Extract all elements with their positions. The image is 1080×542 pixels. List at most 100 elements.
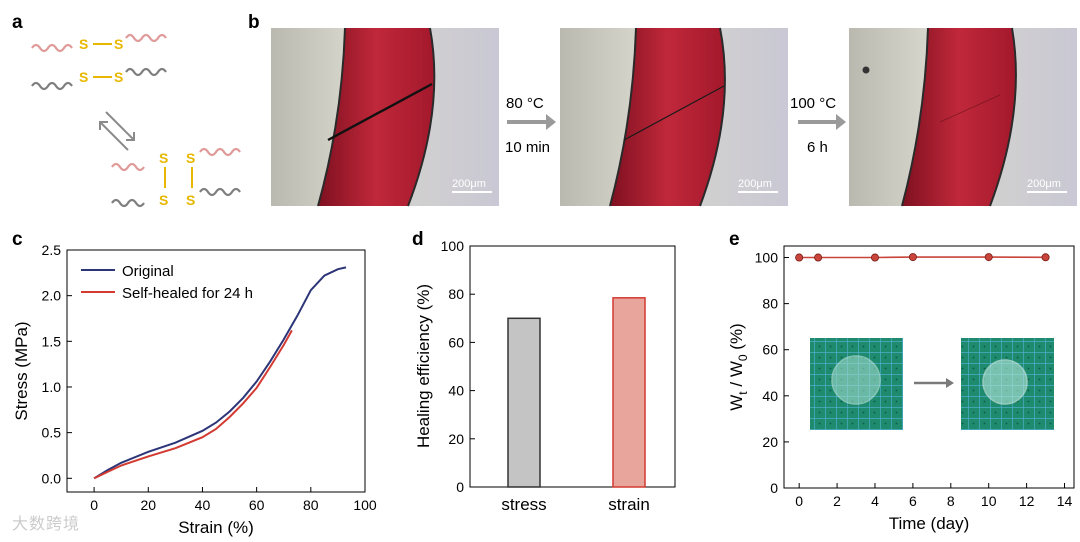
y-tick-label: 80 <box>762 296 778 312</box>
scale-bar-label: 200μm <box>1027 178 1061 190</box>
condition-1-temp: 80 °C <box>506 95 544 112</box>
y-tick-label: 20 <box>448 431 464 447</box>
polymer-chain <box>111 162 145 172</box>
polymer-chain <box>199 147 241 157</box>
sulfur-atom: S <box>159 150 168 166</box>
data-point <box>984 253 993 262</box>
sample-photos <box>810 338 1054 430</box>
sulfur-atom: S <box>159 192 168 208</box>
data-point <box>870 253 879 262</box>
sulfur-atom: S <box>114 36 123 52</box>
sulfur-atom: S <box>186 150 195 166</box>
y-tick-label: 2.0 <box>42 288 62 304</box>
panel-b-label: b <box>248 12 260 33</box>
x-tick-label: 4 <box>871 493 879 509</box>
legend-original: Original <box>122 263 174 280</box>
film-sample <box>982 359 1028 405</box>
y-tick-label: 60 <box>762 342 778 358</box>
crack-line <box>623 85 725 141</box>
x-tick-label: 10 <box>981 493 997 509</box>
bar-strain <box>612 297 646 488</box>
panel-d-ylabel: Healing efficiency (%) <box>414 284 433 448</box>
bar-label-strain: strain <box>608 495 650 514</box>
panel-e-frame <box>783 245 1075 489</box>
sulfur-atom: S <box>186 192 195 208</box>
x-tick-label: 12 <box>1019 493 1035 509</box>
x-tick-label: 100 <box>353 497 377 513</box>
scale-bar-label: 200μm <box>452 178 486 190</box>
equilibrium-arrows <box>99 111 135 151</box>
series-line-original <box>93 266 347 480</box>
x-tick-label: 14 <box>1057 493 1073 509</box>
micrograph-after-100c: 200μm <box>849 27 1077 207</box>
panel-d-frame <box>469 245 676 488</box>
micrograph-after-80c: 200μm <box>560 27 788 207</box>
data-point <box>1041 253 1050 262</box>
panel-c-xlabel: Strain (%) <box>178 518 254 537</box>
panel-c-legend: Original Self-healed for 24 h <box>81 263 253 302</box>
condition-2-temp: 100 °C <box>790 95 836 112</box>
condition-arrow-2: 100 °C 6 h <box>790 95 846 156</box>
x-tick-label: 0 <box>795 493 803 509</box>
panel-d-bars: stress strain <box>501 297 650 514</box>
y-tick-label: 0.0 <box>42 470 62 486</box>
bar-stress <box>507 317 541 488</box>
panel-e-xlabel: Time (day) <box>889 514 970 533</box>
panel-e-ticks: 0 2 4 6 8 10 12 14 0 20 40 60 80 100 <box>755 250 1073 509</box>
x-tick-label: 80 <box>303 497 319 513</box>
x-tick-label: 60 <box>249 497 265 513</box>
y-tick-label: 0.5 <box>42 425 62 441</box>
polymer-chain <box>31 81 73 91</box>
condition-1-time: 10 min <box>505 139 550 156</box>
disulfide-scheme: S S S S S S S S <box>31 33 241 208</box>
panel-d-label: d <box>412 229 424 250</box>
y-tick-label: 1.0 <box>42 379 62 395</box>
y-tick-label: 2.5 <box>42 242 62 258</box>
y-tick-label: 40 <box>762 388 778 404</box>
panel-c-series <box>93 266 347 480</box>
x-tick-label: 2 <box>833 493 841 509</box>
x-tick-label: 40 <box>195 497 211 513</box>
x-tick-label: 6 <box>909 493 917 509</box>
panel-c-ylabel: Stress (MPa) <box>12 321 31 420</box>
debris-particle <box>862 66 870 74</box>
sulfur-atom: S <box>114 69 123 85</box>
y-tick-label: 0 <box>770 480 778 496</box>
panel-c-frame <box>66 249 366 493</box>
x-tick-label: 0 <box>90 497 98 513</box>
crack-line <box>327 82 433 142</box>
bar-label-stress: stress <box>501 495 546 514</box>
x-tick-label: 20 <box>140 497 156 513</box>
panel-c-ticks: 0 20 40 60 80 100 0.0 0.5 1.0 1.5 2.0 2.5 <box>42 242 377 513</box>
legend-healed: Self-healed for 24 h <box>122 285 253 302</box>
x-tick-label: 8 <box>947 493 955 509</box>
polymer-chain <box>111 198 145 208</box>
panel-e-ylabel: Wt / W0 (%) <box>727 323 750 410</box>
condition-arrow-1: 80 °C 10 min <box>505 95 556 156</box>
scale-bar-label: 200μm <box>738 178 772 190</box>
polymer-chain <box>125 33 167 43</box>
data-point <box>795 253 804 262</box>
panel-e-label: e <box>729 229 740 250</box>
sulfur-atom: S <box>79 36 88 52</box>
sulfur-atom: S <box>79 69 88 85</box>
data-point <box>814 253 823 262</box>
polymer-chain <box>125 67 167 77</box>
polymer-chain <box>199 187 241 197</box>
panel-e-series <box>795 253 1050 262</box>
y-tick-label: 40 <box>448 383 464 399</box>
y-tick-label: 80 <box>448 286 464 302</box>
panel-c-label: c <box>12 229 23 250</box>
y-tick-label: 100 <box>755 250 779 266</box>
y-tick-label: 1.5 <box>42 333 62 349</box>
polymer-chain <box>31 43 73 53</box>
condition-2-time: 6 h <box>807 139 828 156</box>
micrograph-original: 200μm <box>271 27 499 207</box>
healed-crack-trace <box>939 94 1001 123</box>
data-point <box>908 253 917 262</box>
series-line-healed <box>93 329 293 480</box>
film-sample <box>831 355 881 405</box>
y-tick-label: 0 <box>456 479 464 495</box>
y-tick-label: 100 <box>441 238 465 254</box>
